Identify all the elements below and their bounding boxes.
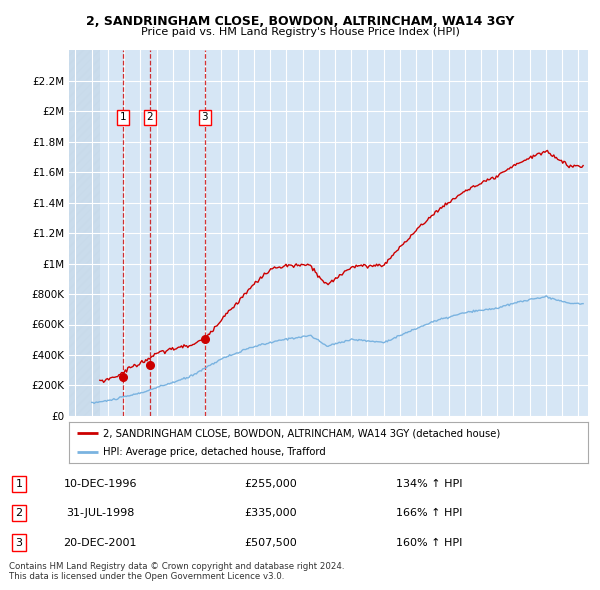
Bar — [69, 50, 100, 416]
Text: £255,000: £255,000 — [244, 479, 297, 489]
Text: 166% ↑ HPI: 166% ↑ HPI — [396, 509, 463, 518]
Text: 134% ↑ HPI: 134% ↑ HPI — [396, 479, 463, 489]
Text: 2: 2 — [146, 112, 153, 122]
Text: 2: 2 — [16, 509, 22, 518]
Text: 3: 3 — [202, 112, 208, 122]
Text: HPI: Average price, detached house, Trafford: HPI: Average price, detached house, Traf… — [103, 447, 325, 457]
Text: Price paid vs. HM Land Registry's House Price Index (HPI): Price paid vs. HM Land Registry's House … — [140, 27, 460, 37]
Text: 160% ↑ HPI: 160% ↑ HPI — [396, 537, 463, 548]
Text: £507,500: £507,500 — [244, 537, 297, 548]
Text: 2, SANDRINGHAM CLOSE, BOWDON, ALTRINCHAM, WA14 3GY: 2, SANDRINGHAM CLOSE, BOWDON, ALTRINCHAM… — [86, 15, 514, 28]
Text: 1: 1 — [120, 112, 127, 122]
Text: 10-DEC-1996: 10-DEC-1996 — [64, 479, 137, 489]
Text: £335,000: £335,000 — [244, 509, 297, 518]
Text: Contains HM Land Registry data © Crown copyright and database right 2024.
This d: Contains HM Land Registry data © Crown c… — [9, 562, 344, 581]
Text: 20-DEC-2001: 20-DEC-2001 — [64, 537, 137, 548]
Text: 1: 1 — [16, 479, 22, 489]
Text: 2, SANDRINGHAM CLOSE, BOWDON, ALTRINCHAM, WA14 3GY (detached house): 2, SANDRINGHAM CLOSE, BOWDON, ALTRINCHAM… — [103, 428, 500, 438]
Text: 31-JUL-1998: 31-JUL-1998 — [66, 509, 134, 518]
Text: 3: 3 — [16, 537, 22, 548]
